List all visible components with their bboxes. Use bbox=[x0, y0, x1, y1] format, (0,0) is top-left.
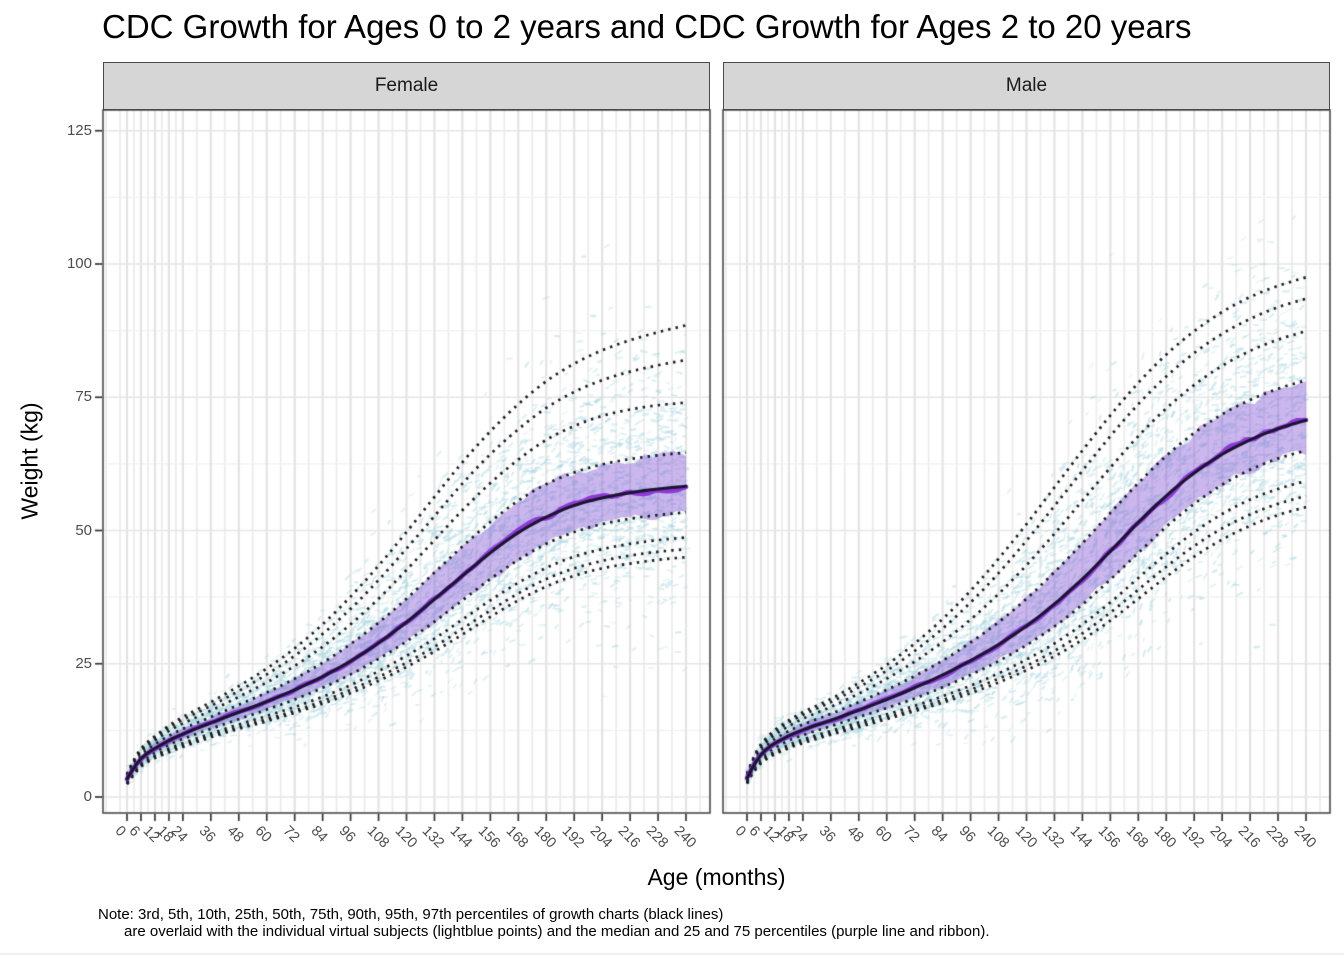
chart-title: CDC Growth for Ages 0 to 2 years and CDC… bbox=[102, 8, 1192, 45]
y-axis-title: Weight (kg) bbox=[16, 402, 43, 520]
facet-strip-label: Female bbox=[374, 75, 439, 96]
facet-strip-label: Male bbox=[1005, 75, 1048, 96]
y-tick-label: 125 bbox=[66, 121, 92, 139]
y-tick-label: 100 bbox=[66, 255, 92, 272]
y-tick-label: 75 bbox=[75, 388, 92, 406]
note-caption: Note: 3rd, 5th, 10th, 25th, 50th, 75th, … bbox=[98, 906, 990, 940]
y-tick-label: 50 bbox=[75, 521, 92, 539]
y-tick-label: 0 bbox=[83, 788, 92, 805]
facet-strip-male: Male bbox=[723, 62, 1330, 110]
x-axis-title: Age (months) bbox=[647, 864, 786, 890]
note-line-1: Note: 3rd, 5th, 10th, 25th, 50th, 75th, … bbox=[98, 906, 724, 923]
note-line-2: are overlaid with the individual virtual… bbox=[124, 923, 990, 940]
facet-strip-female: Female bbox=[103, 62, 710, 110]
window-bottom-edge bbox=[0, 953, 1344, 955]
y-tick-label: 25 bbox=[75, 654, 92, 672]
